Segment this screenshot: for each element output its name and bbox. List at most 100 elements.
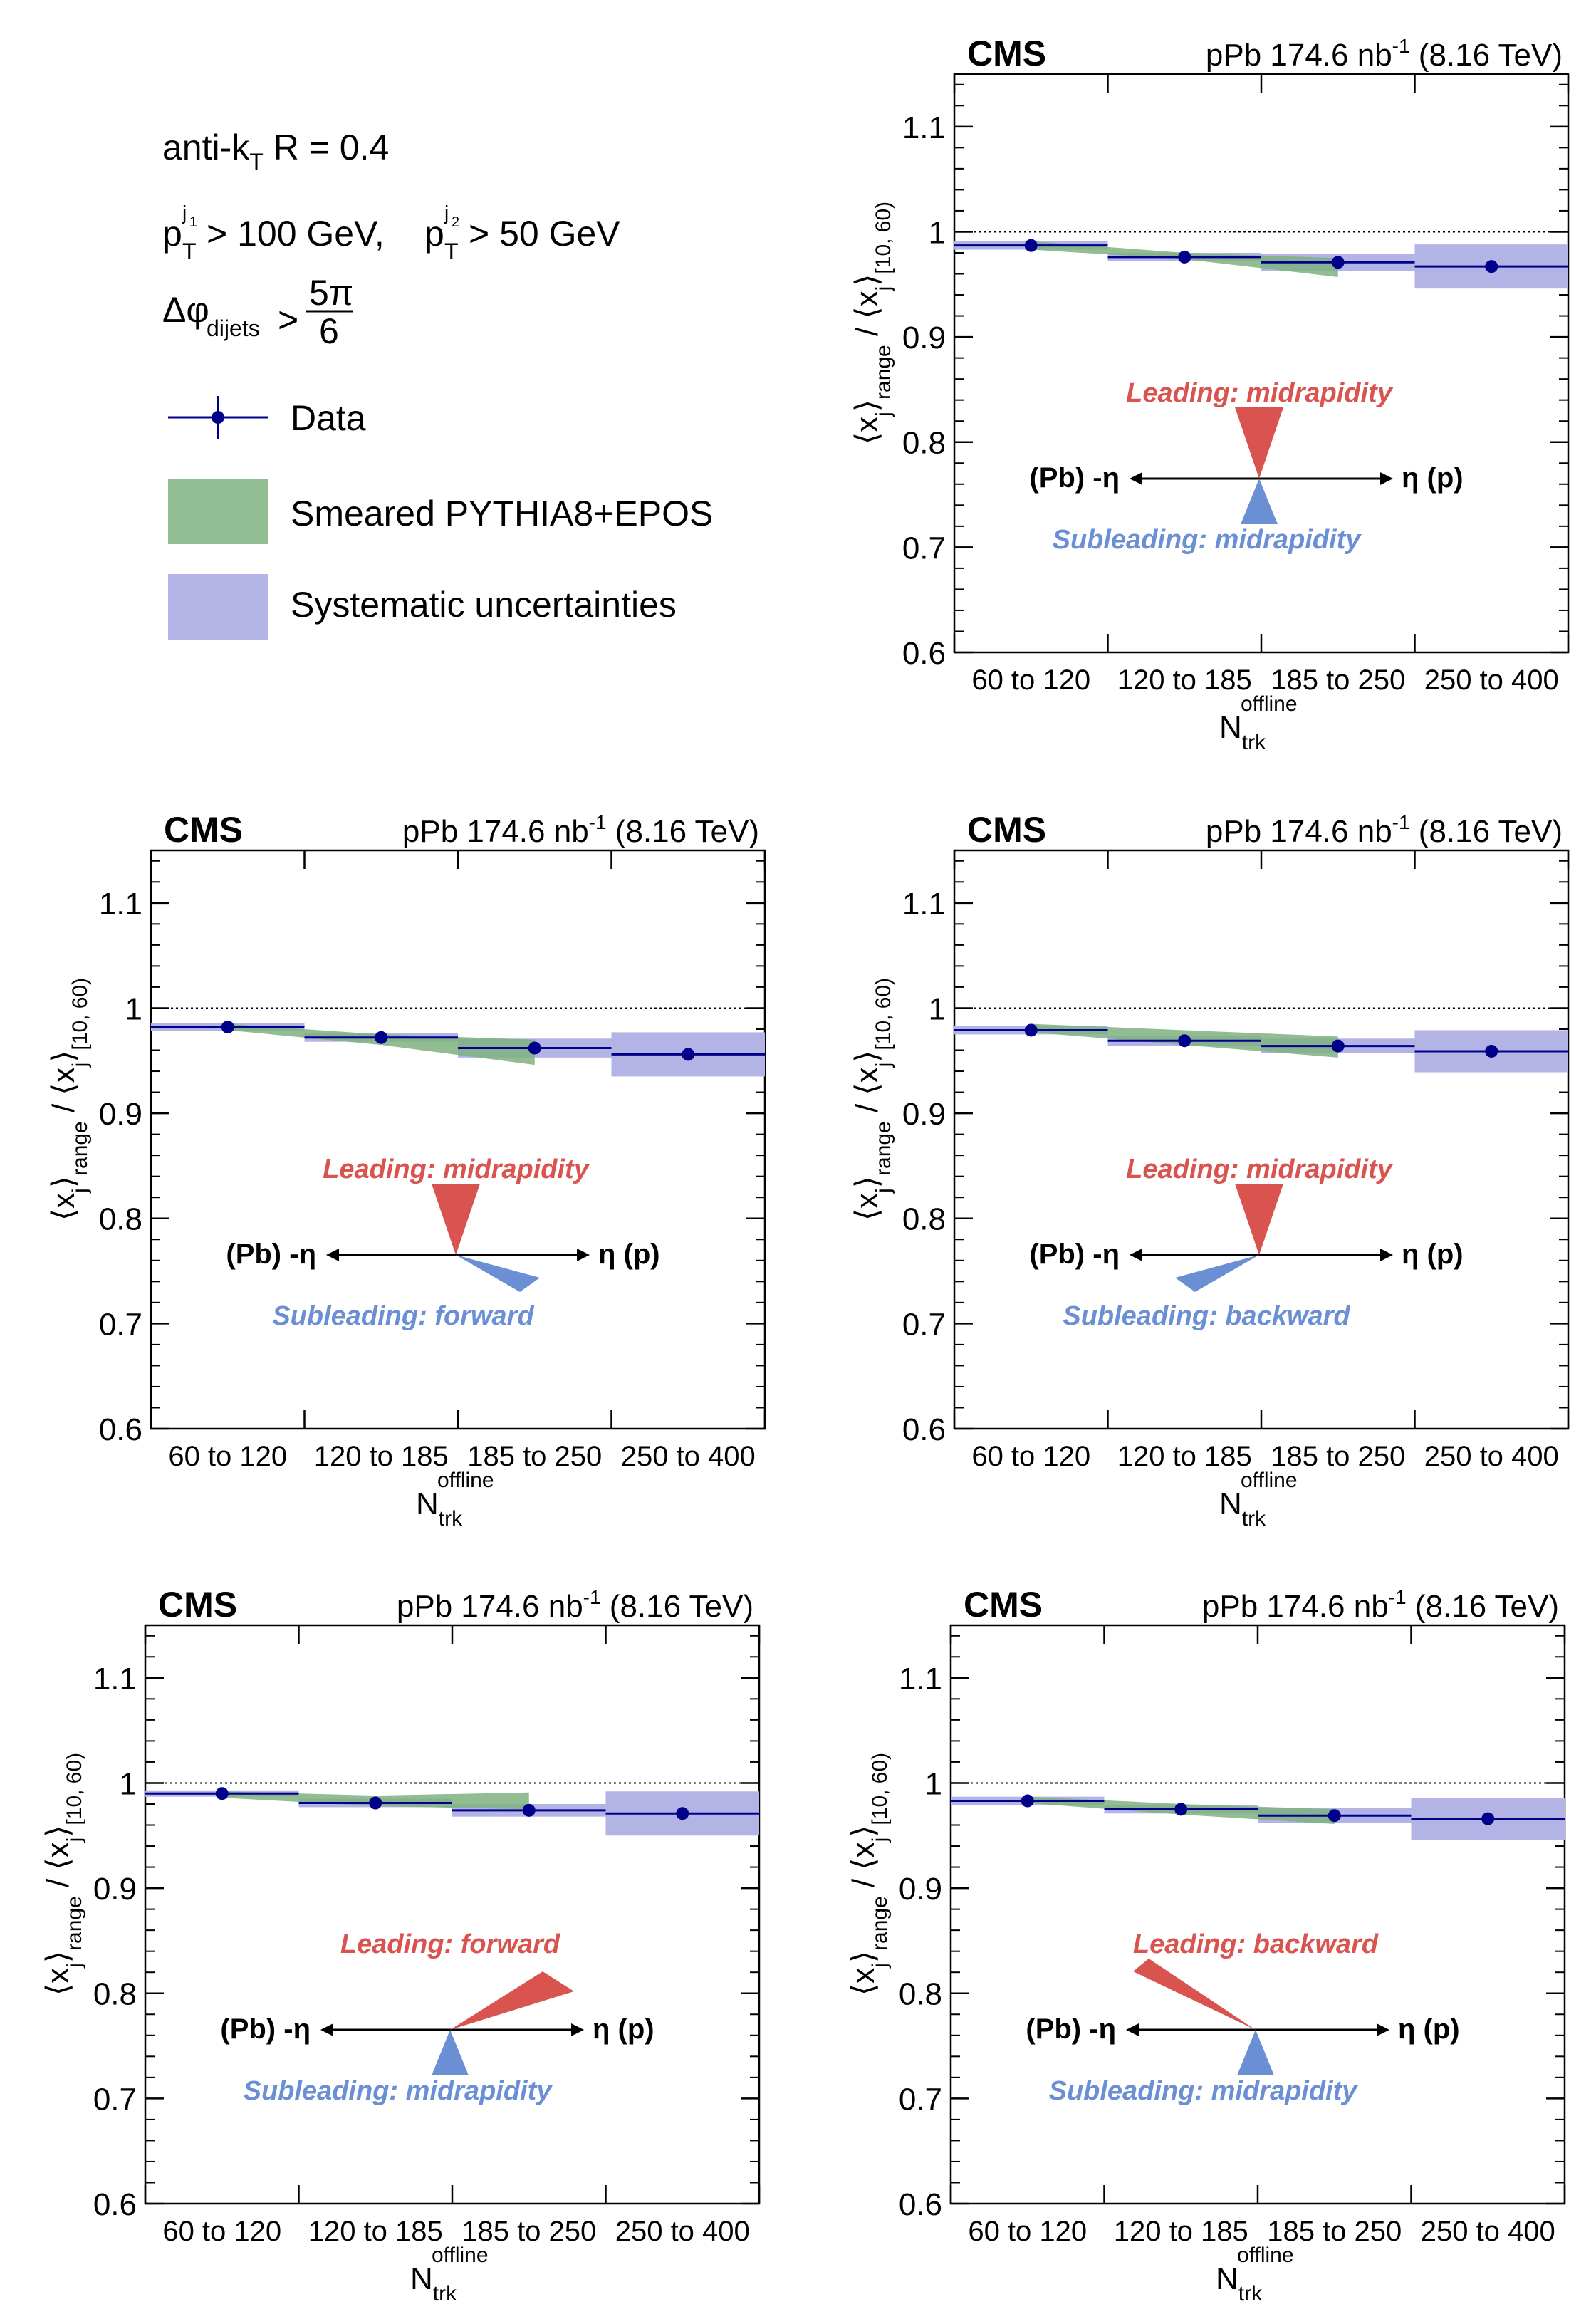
plot-frame (953, 73, 1570, 654)
data-point (676, 1807, 689, 1820)
data-point (1174, 1803, 1188, 1816)
leading-label: Leading: backward (1133, 1929, 1379, 1959)
leading-wedge (450, 1971, 574, 2030)
y-tick-label: 0.9 (99, 1097, 142, 1132)
cms-label: CMS (964, 1585, 1043, 1625)
p-eta-label: η (p) (1402, 1239, 1464, 1270)
legend-item-data: Data (168, 396, 366, 439)
legend-item-systematic: Systematic uncertainties (168, 574, 677, 640)
legend-item-pythia: Smeared PYTHIA8+EPOS (168, 479, 713, 544)
x-axis-label-sup: offline (432, 2243, 489, 2267)
pythia-band (375, 1792, 529, 1810)
svg-text:j: j (182, 202, 187, 224)
data-point (1328, 1809, 1341, 1823)
chart-panel-1: 0.6 0.7 0.8 0.9 1 1.1 60 to 120 120 to 185 185 t… (850, 33, 1570, 754)
pythia-band (227, 1023, 382, 1046)
y-tick-label: 0.8 (99, 1202, 142, 1237)
legend-pt-cut: p j 1 T > 100 GeV, p j 2 T > 50 GeV (162, 202, 620, 264)
data-point (682, 1048, 695, 1061)
x-tick-label: 250 to 400 (1421, 2216, 1555, 2247)
subleading-label: Subleading: backward (1063, 1301, 1350, 1331)
data-point (1485, 1044, 1498, 1058)
pb-eta-label: (Pb) -η (1029, 462, 1120, 494)
subleading-label: Subleading: forward (272, 1301, 534, 1331)
x-tick-label: 185 to 250 (1271, 1441, 1405, 1472)
x-tick-label: 250 to 400 (615, 2216, 750, 2247)
pb-eta-label: (Pb) -η (1029, 1239, 1120, 1270)
y-tick-label: 0.8 (902, 1202, 946, 1237)
pb-eta-label: (Pb) -η (220, 2013, 311, 2045)
leading-wedge (1235, 407, 1283, 479)
leading-label: Leading: midrapidity (1126, 378, 1394, 408)
y-axis-label: ⟨xj⟩range / ⟨xj⟩[10, 60) (850, 978, 895, 1221)
subleading-label: Subleading: midrapidity (1053, 525, 1362, 555)
x-axis-label: Ntrk (1219, 1486, 1266, 1531)
x-tick-label: 60 to 120 (968, 2216, 1087, 2247)
data-point (221, 1021, 234, 1034)
lumi-label: pPb 174.6 nb-1 (8.16 TeV) (402, 811, 759, 849)
eta-arrow-right (577, 1249, 590, 1261)
y-tick-label: 1 (925, 1766, 942, 1801)
svg-text:Systematic uncertainties: Systematic uncertainties (291, 585, 677, 625)
y-tick-label: 1.1 (93, 1662, 137, 1697)
data-point (1021, 1794, 1034, 1808)
svg-text:1: 1 (189, 214, 197, 230)
svg-text:T: T (444, 239, 459, 264)
y-tick-label: 1 (120, 1766, 137, 1801)
leading-label: Leading: midrapidity (323, 1155, 590, 1184)
data-point (215, 1787, 229, 1800)
cms-label: CMS (164, 810, 243, 850)
chart-panel-3: 0.6 0.7 0.8 0.9 1 1.1 60 to 120 120 to 185 185 t… (850, 810, 1570, 1531)
p-eta-label: η (p) (598, 1239, 660, 1270)
y-tick-label: 1.1 (899, 1662, 942, 1697)
x-tick-label: 120 to 185 (314, 1441, 449, 1472)
svg-text:2: 2 (452, 214, 459, 230)
y-tick-label: 0.6 (93, 2187, 137, 2222)
x-tick-label: 185 to 250 (1271, 665, 1405, 696)
p-eta-label: η (p) (1402, 462, 1464, 494)
x-tick-label: 120 to 185 (308, 2216, 443, 2247)
y-tick-label: 0.7 (899, 2082, 942, 2117)
plot-frame (949, 1624, 1566, 2205)
eta-arrow-right (1380, 1249, 1393, 1261)
svg-text:>: > (278, 300, 298, 340)
svg-text:p: p (424, 214, 444, 254)
cms-label: CMS (967, 33, 1046, 73)
x-axis-label: Ntrk (1219, 710, 1266, 754)
leading-label: Leading: forward (340, 1929, 560, 1959)
y-tick-label: 0.8 (93, 1977, 137, 2012)
data-point (528, 1041, 541, 1055)
subleading-wedge (432, 2030, 469, 2075)
eta-arrow-right (1380, 472, 1393, 485)
x-tick-label: 60 to 120 (168, 1441, 287, 1472)
eta-arrow-left (326, 1249, 339, 1261)
pb-eta-label: (Pb) -η (1026, 2013, 1116, 2045)
pythia-band (1184, 1030, 1338, 1058)
svg-text:T: T (182, 239, 197, 264)
y-tick-label: 1.1 (902, 110, 946, 145)
subleading-wedge (1237, 2030, 1274, 2075)
x-tick-label: 250 to 400 (1424, 665, 1559, 696)
data-point (1178, 1034, 1191, 1048)
svg-text:Data: Data (291, 398, 366, 438)
y-tick-label: 0.7 (902, 1307, 946, 1342)
svg-text:p: p (162, 214, 182, 254)
y-tick-label: 0.6 (99, 1412, 142, 1447)
y-tick-label: 0.6 (902, 1412, 946, 1447)
y-tick-label: 0.7 (93, 2082, 137, 2117)
y-tick-label: 0.8 (899, 1977, 942, 2012)
plot-frame (150, 849, 766, 1430)
data-point (1485, 260, 1498, 273)
x-tick-label: 185 to 250 (1267, 2216, 1402, 2247)
svg-text:> 100 GeV,: > 100 GeV, (207, 214, 385, 254)
svg-text:> 50 GeV: > 50 GeV (469, 214, 620, 254)
subleading-label: Subleading: midrapidity (244, 2076, 553, 2106)
eta-arrow-right (571, 2023, 584, 2036)
cms-label: CMS (158, 1585, 237, 1625)
y-tick-label: 1 (929, 215, 946, 250)
y-tick-label: 0.9 (902, 1097, 946, 1132)
eta-arrow-left (1126, 2023, 1139, 2036)
x-tick-label: 250 to 400 (1424, 1441, 1559, 1472)
eta-arrow-left (1130, 472, 1142, 485)
